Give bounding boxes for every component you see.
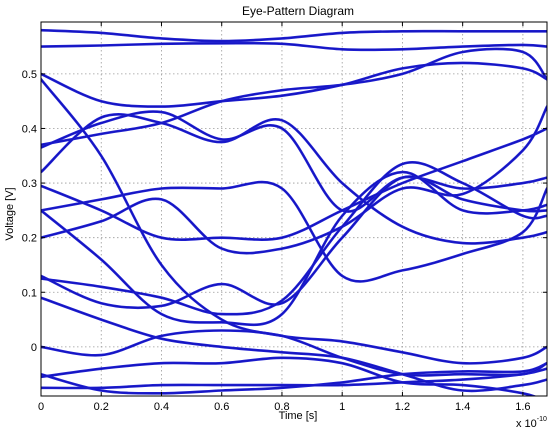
- y-axis-label: Voltage [V]: [4, 187, 16, 240]
- y-tick-label: 0.1: [22, 287, 37, 299]
- eye-trace-core: [41, 162, 547, 315]
- eye-trace-core: [41, 42, 547, 51]
- plot-frame: [40, 21, 548, 397]
- x-tick-label: 1.6: [515, 401, 530, 413]
- y-tick-label: 0.5: [22, 69, 37, 81]
- eye-trace-core: [41, 171, 547, 326]
- y-tick-label: 0.4: [22, 123, 37, 135]
- y-tick-labels: 0 0.1 0.2 0.3 0.4 0.5: [22, 69, 37, 354]
- x-axis-label: Time [s]: [279, 410, 318, 422]
- x-axis-multiplier: x 10-10: [516, 416, 547, 430]
- x-tick-label: 0.4: [154, 401, 169, 413]
- tick-marks: [40, 22, 547, 396]
- eye-trace-core: [41, 357, 535, 396]
- x-tick-label: 0: [38, 401, 44, 413]
- x-axis-multiplier-base: x 10: [516, 418, 537, 430]
- x-axis-multiplier-exponent: -10: [537, 416, 547, 423]
- eye-trace-core: [41, 181, 547, 282]
- eye-trace-core: [41, 106, 547, 254]
- eye-trace-core: [41, 114, 547, 244]
- x-tick-label: 0.8: [274, 401, 289, 413]
- x-tick-label: 0.2: [94, 401, 109, 413]
- x-tick-label: 1.2: [395, 401, 410, 413]
- x-tick-label: 1: [339, 401, 345, 413]
- eye-trace-core: [41, 176, 547, 309]
- eye-trace-core: [41, 111, 547, 212]
- y-tick-label: 0.3: [22, 178, 37, 190]
- y-tick-label: 0.2: [22, 233, 37, 245]
- eye-trace-core: [41, 368, 547, 389]
- chart-title: Eye-Pattern Diagram: [242, 4, 354, 18]
- eye-trace-core: [41, 128, 547, 241]
- eye-trace-core: [41, 62, 547, 108]
- y-tick-label: 0: [31, 342, 37, 354]
- x-tick-labels: 0 0.2 0.4 0.6 0.8 1 1.2 1.4 1.6: [38, 401, 531, 413]
- eye-trace-core: [41, 29, 547, 42]
- x-tick-label: 1.4: [455, 401, 470, 413]
- eye-trace-core: [41, 48, 547, 146]
- eye-traces: [41, 28, 547, 396]
- eye-trace-core: [41, 330, 547, 376]
- x-tick-label: 0.6: [214, 401, 229, 413]
